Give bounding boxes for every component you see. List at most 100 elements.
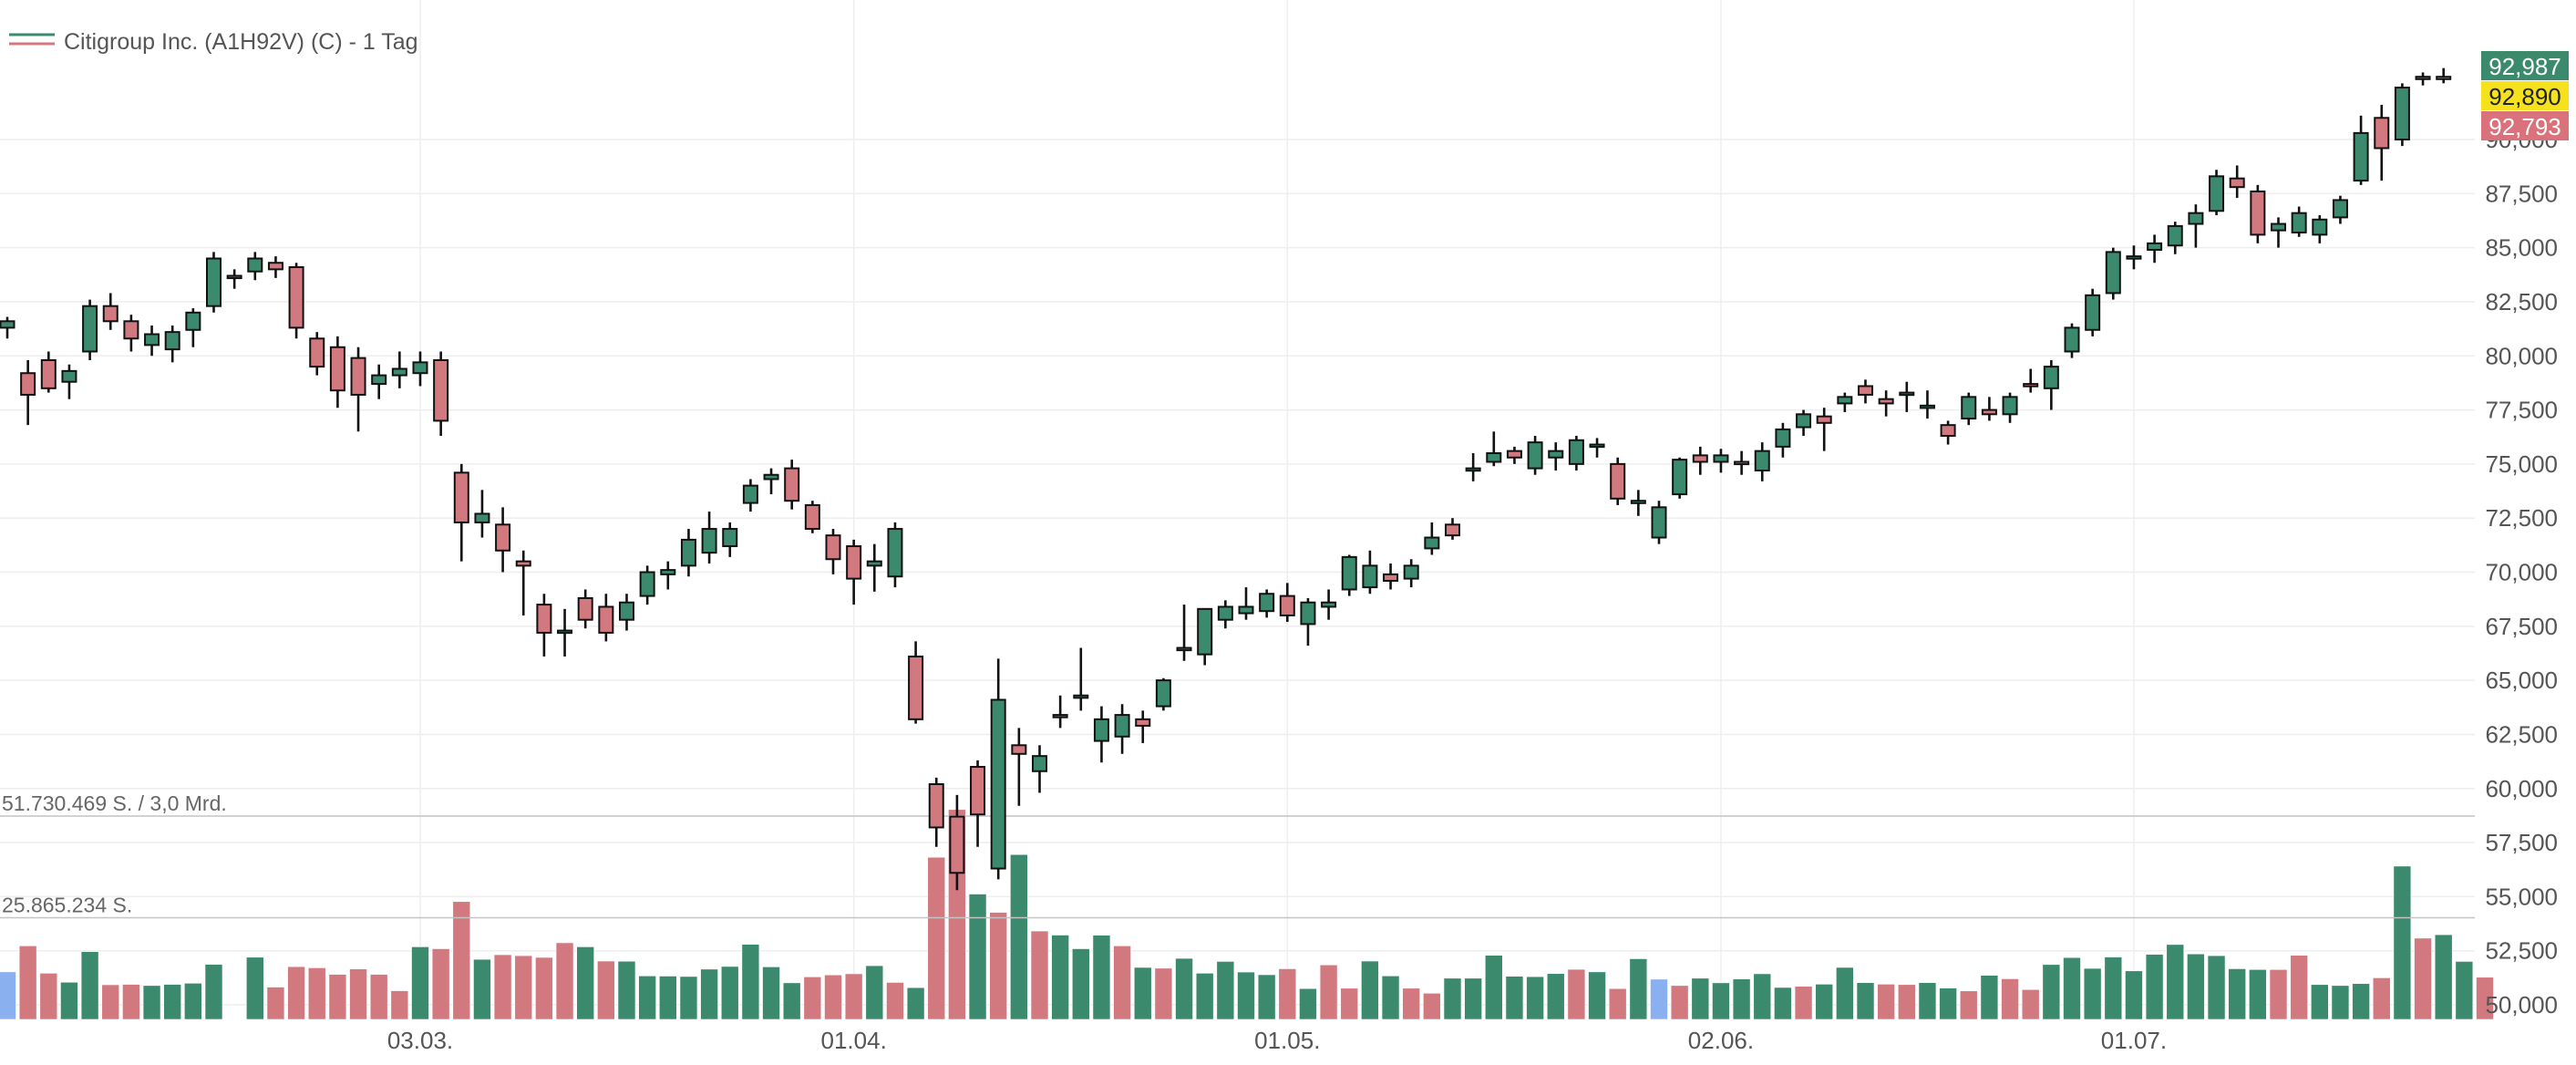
candle (1279, 583, 1295, 623)
candle (1011, 728, 1027, 806)
candle (990, 658, 1006, 880)
candle (1630, 490, 1646, 516)
volume-bar (617, 960, 636, 1020)
candle (2064, 323, 2080, 358)
candle (1548, 442, 1564, 470)
candle (61, 364, 77, 399)
candle (1754, 442, 1770, 481)
candle-body (1796, 413, 1812, 429)
volume-bar (287, 966, 305, 1020)
volume-bar (2145, 954, 2164, 1020)
candle-body (1155, 679, 1171, 708)
candle-body (2353, 131, 2369, 182)
volume-reference-label: 25.865.234 S. (2, 894, 132, 917)
y-tick-label: 67,500 (2485, 613, 2558, 640)
candle (1197, 607, 1213, 666)
candle-body (742, 484, 758, 504)
candle (391, 351, 407, 388)
volume-bar (1567, 968, 1586, 1020)
candle-body (2271, 222, 2286, 232)
candle (928, 777, 944, 847)
grid-lines (0, 0, 2475, 1019)
candle-body (288, 265, 304, 329)
x-tick-label: 01.07. (2101, 1027, 2167, 1054)
candle-body (371, 374, 387, 386)
candle-body (990, 698, 1006, 870)
candle-body (1713, 454, 1729, 463)
candle-body (536, 604, 552, 634)
candle-body (1899, 391, 1915, 397)
candle (1899, 381, 1915, 412)
candle (1259, 589, 1275, 618)
candle-body (1197, 607, 1213, 656)
volume-bar (2455, 961, 2474, 1020)
y-tick-label: 57,500 (2485, 829, 2558, 856)
candle (1775, 422, 1791, 458)
volume-bar (968, 894, 987, 1020)
candle-body (2147, 242, 2163, 251)
candle-body (2229, 177, 2245, 189)
candle (185, 308, 201, 347)
candle (144, 326, 160, 357)
volume-bar (2393, 865, 2412, 1020)
candle-body (453, 471, 469, 523)
volume-bar (1794, 986, 1813, 1020)
candle (2229, 165, 2245, 199)
volume-bar (1691, 977, 1710, 1020)
candle-body (1961, 396, 1977, 420)
candle-body (102, 305, 118, 323)
candle-body (350, 357, 366, 396)
candle (1506, 446, 1522, 464)
candle (722, 522, 738, 557)
candle (1672, 457, 1688, 499)
volume-bar (597, 960, 615, 1020)
volume-bar (2290, 955, 2308, 1020)
candle-body (1589, 443, 1605, 449)
candle-body (0, 320, 15, 329)
candle-body (123, 320, 139, 340)
candle-body (1692, 454, 1708, 463)
legend: Citigroup Inc. (A1H92V) (C) - 1 Tag (9, 29, 418, 55)
candle-body (680, 538, 696, 567)
candle (1961, 392, 1977, 426)
price-badge-bg (2481, 81, 2569, 110)
volume-bar (1443, 977, 1462, 1020)
candle-body (1321, 601, 1337, 608)
x-tick-label: 01.04. (821, 1027, 887, 1054)
candle (598, 594, 614, 642)
candle (102, 293, 118, 330)
candle (1176, 605, 1192, 661)
candle-body (1383, 573, 1399, 582)
candle (2353, 115, 2369, 185)
candle-body (1630, 500, 1646, 504)
volume-bar (2063, 956, 2081, 1020)
candle (1135, 710, 1151, 743)
candle-body (804, 503, 820, 531)
candle-body (1610, 462, 1626, 500)
candle-body (2023, 383, 2039, 388)
volume-bar (349, 968, 367, 1020)
candle-body (908, 656, 924, 720)
candle-body (2043, 366, 2059, 389)
candle-body (329, 346, 345, 392)
y-tick-label: 87,500 (2485, 180, 2558, 207)
price-badges: 92,987 92,890 92,793 (2481, 51, 2569, 140)
volume-bar (2021, 988, 2040, 1020)
candle-body (1548, 450, 1564, 459)
volume-bar (1381, 975, 1400, 1020)
volume-bar (1030, 930, 1049, 1020)
candle-body (1940, 424, 1956, 438)
candle (288, 263, 304, 339)
volume-bar (865, 965, 884, 1020)
candle-body (1919, 404, 1935, 409)
price-badge-high: 92,987 (2481, 51, 2569, 80)
candle (1940, 420, 1956, 445)
candle (206, 252, 222, 313)
candle-body (701, 528, 717, 554)
candle (1238, 587, 1254, 620)
volume-bar (80, 951, 99, 1020)
candle (2105, 247, 2121, 300)
candle (2209, 170, 2225, 216)
volume-bar (989, 912, 1007, 1020)
volume-bar (369, 974, 388, 1020)
